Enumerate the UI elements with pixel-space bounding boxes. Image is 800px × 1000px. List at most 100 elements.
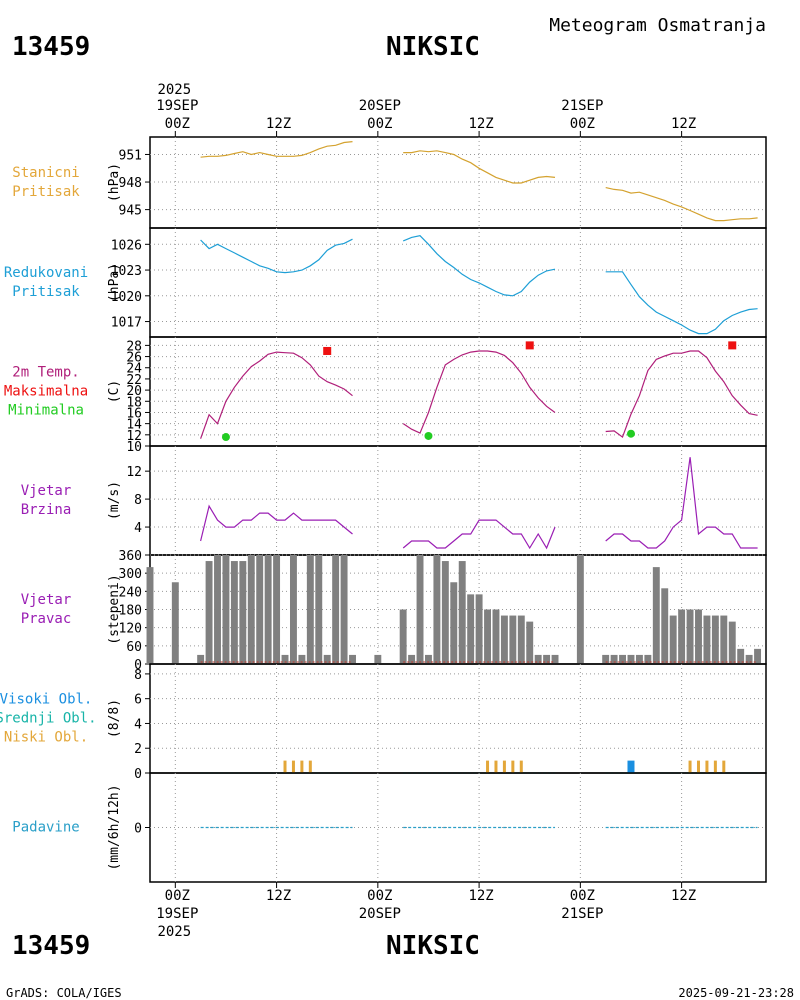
- panel-label: Niski Obl.: [4, 730, 88, 746]
- y-tick-label: 60: [126, 640, 142, 655]
- low-cloud-bar: [308, 760, 312, 773]
- direction-bar: [745, 654, 753, 664]
- panel-label: Vjetar: [21, 483, 72, 499]
- y-axis-label: (8/8): [107, 699, 122, 738]
- y-tick-label: 20: [126, 384, 142, 399]
- plot-area: 945948951(hPa)StanicniPritisak1017102010…: [0, 82, 767, 940]
- wind-direction-panel: 0 60 120 180 240 300 360 (stepeni) Vjetar Pravac: [21, 549, 767, 673]
- panel-label: 2m Temp.: [12, 365, 79, 381]
- time-label-bottom: 00Z: [570, 888, 595, 904]
- series-line: [200, 141, 353, 158]
- date-label-top: 20SEP: [359, 98, 401, 114]
- y-tick-label: 22: [126, 373, 142, 388]
- tmax-marker: [728, 341, 737, 350]
- series-line: [402, 235, 556, 297]
- direction-bar: [222, 555, 230, 664]
- low-cloud-bar: [486, 760, 490, 773]
- y-tick-label: 948: [119, 176, 142, 191]
- station-name-top: NIKSIC: [386, 32, 480, 62]
- y-tick-label: 26: [126, 351, 142, 366]
- direction-bar: [543, 654, 551, 664]
- precipitation-panel: 0 (mm/6h/12h) Padavine: [12, 772, 767, 883]
- time-label-bottom: 12Z: [671, 888, 696, 904]
- time-label-top: 12Z: [671, 116, 696, 132]
- low-cloud-bar: [722, 760, 726, 773]
- time-label-top: 12Z: [266, 116, 291, 132]
- panel-label: Redukovani: [4, 265, 88, 281]
- low-cloud-bar: [705, 760, 709, 773]
- chart-subtitle: Meteogram Osmatranja: [549, 15, 766, 36]
- y-tick-label: 1026: [111, 238, 142, 253]
- direction-bar: [281, 654, 289, 664]
- direction-bar: [349, 654, 356, 664]
- y-tick-label: 0: [134, 822, 142, 837]
- y-tick-label: 1017: [111, 316, 142, 331]
- station-id-bottom: 13459: [12, 931, 90, 961]
- y-tick-label: 120: [119, 622, 142, 637]
- panel-frame: [149, 663, 767, 774]
- direction-bar: [602, 654, 610, 664]
- y-tick-label: 1020: [111, 290, 142, 305]
- y-tick-label: 8: [134, 668, 142, 683]
- direction-bar: [433, 555, 441, 664]
- direction-bar: [239, 561, 247, 664]
- low-cloud-bar: [511, 760, 515, 773]
- timestamp-text: 2025-09-21-23:28: [678, 986, 794, 1000]
- series-line: [403, 150, 556, 184]
- direction-bar: [298, 654, 306, 664]
- series-line: [605, 457, 758, 549]
- panel-label: Pritisak: [12, 184, 80, 200]
- direction-bar: [315, 555, 323, 664]
- direction-bar: [695, 609, 702, 664]
- direction-bar: [214, 555, 221, 664]
- time-label-top: 12Z: [468, 116, 493, 132]
- y-tick-label: 180: [119, 604, 142, 619]
- y-axis-label: (hPa): [107, 163, 122, 202]
- direction-bar: [197, 654, 205, 664]
- series-line: [605, 350, 758, 439]
- low-cloud-bar: [494, 760, 498, 773]
- direction-bar: [467, 594, 475, 664]
- direction-bar: [458, 561, 466, 664]
- station-pressure-panel: 945 948 951(hPa) Stanicni Pritisak: [12, 136, 767, 229]
- direction-bar: [340, 555, 348, 664]
- series-line: [402, 519, 556, 550]
- direction-bar: [306, 555, 314, 664]
- y-tick-label: 10: [126, 440, 142, 455]
- direction-bar: [492, 609, 500, 664]
- direction-bar: [661, 588, 669, 664]
- series-line: [402, 350, 556, 434]
- direction-bar: [500, 615, 508, 664]
- date-label-top: 21SEP: [561, 98, 603, 114]
- y-axis-label: (m/s): [107, 481, 122, 520]
- direction-bar: [289, 555, 297, 664]
- year-label-top: 2025: [157, 82, 191, 98]
- low-cloud-bar: [519, 760, 523, 773]
- station-name-bottom: NIKSIC: [386, 931, 480, 961]
- y-tick-label: 28: [126, 339, 142, 354]
- direction-bar: [610, 654, 618, 664]
- date-label-top: 19SEP: [156, 98, 198, 114]
- direction-bar: [399, 609, 407, 664]
- y-tick-label: 240: [119, 585, 142, 600]
- y-tick-label: 360: [119, 549, 142, 564]
- direction-bar: [205, 561, 213, 664]
- y-tick-label: 951: [119, 148, 142, 163]
- time-label-top: 00Z: [570, 116, 595, 132]
- direction-bar: [425, 654, 432, 664]
- tmin-marker: [221, 433, 230, 442]
- direction-bar: [450, 582, 458, 664]
- time-label-bottom: 00Z: [165, 888, 190, 904]
- direction-bar: [720, 615, 728, 664]
- y-tick-label: 12: [126, 465, 142, 480]
- low-cloud-bar: [291, 760, 295, 773]
- direction-bar: [416, 555, 424, 664]
- direction-bar: [737, 648, 745, 664]
- direction-bar: [484, 609, 491, 664]
- y-tick-label: 8: [134, 493, 142, 508]
- panel-label: Srednji Obl.: [0, 711, 97, 727]
- y-tick-label: 300: [119, 567, 142, 582]
- low-cloud-bar: [283, 760, 287, 773]
